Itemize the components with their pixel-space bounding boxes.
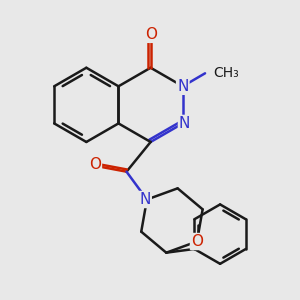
Text: N: N: [177, 79, 188, 94]
Text: O: O: [89, 157, 101, 172]
Text: O: O: [145, 27, 157, 42]
Text: N: N: [179, 116, 190, 131]
Text: CH₃: CH₃: [213, 66, 239, 80]
Text: O: O: [191, 234, 203, 249]
Text: N: N: [140, 192, 151, 207]
